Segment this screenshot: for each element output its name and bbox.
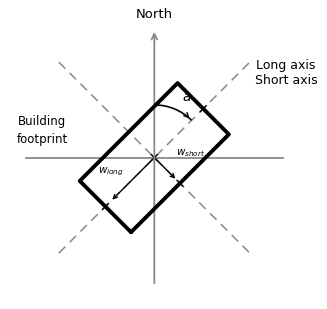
Text: footprint: footprint [17, 133, 68, 146]
Text: Short axis: Short axis [255, 74, 318, 87]
Text: Building: Building [18, 115, 66, 128]
Text: $w_{short}$: $w_{short}$ [176, 147, 205, 159]
Text: North: North [136, 8, 173, 21]
Text: $w_{long}$: $w_{long}$ [98, 166, 124, 178]
Text: Long axis: Long axis [256, 59, 316, 72]
Text: a: a [183, 90, 191, 104]
